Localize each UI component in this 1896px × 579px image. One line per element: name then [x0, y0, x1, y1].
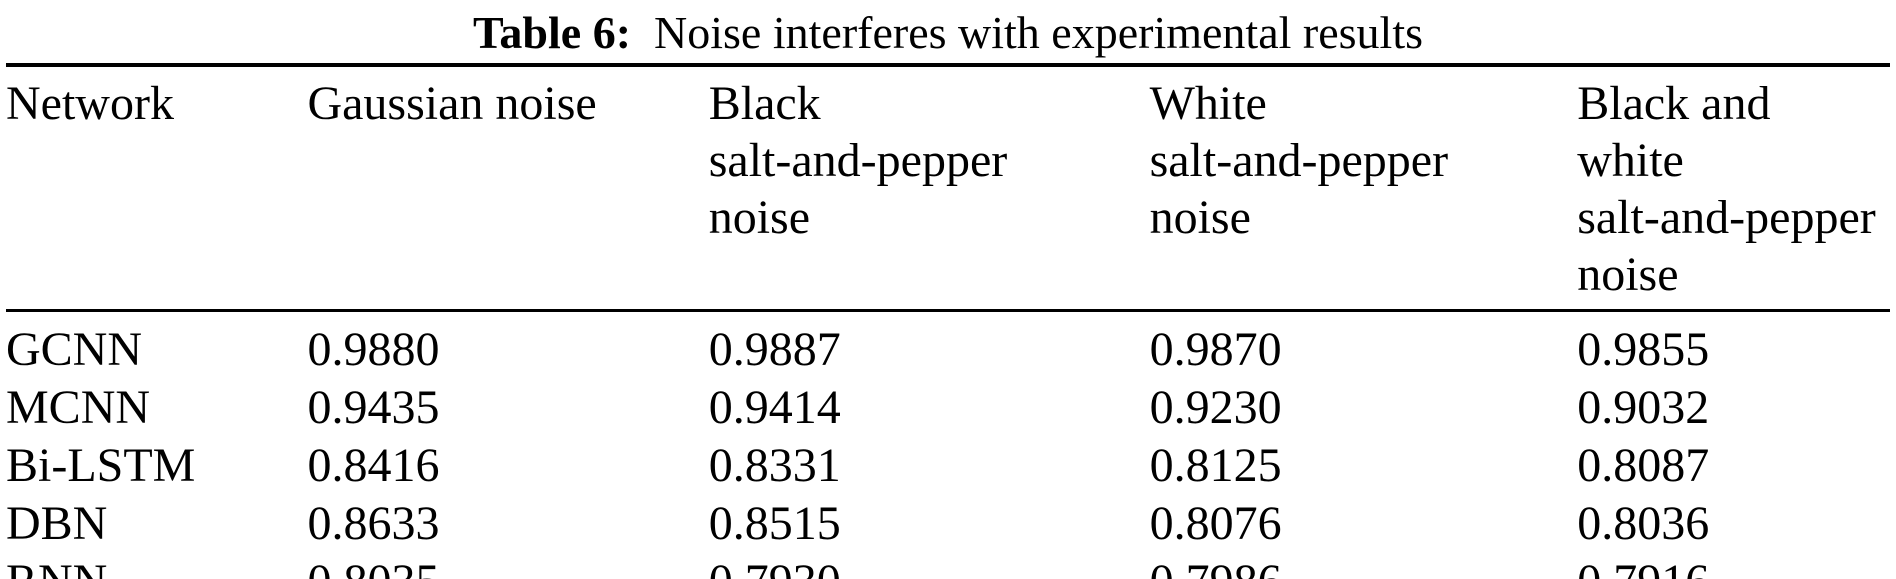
table-caption-label: Table 6:: [472, 7, 632, 58]
table-row-mcnn: MCNN 0.9435 0.9414 0.9230 0.9032: [6, 379, 1890, 437]
cell-value: 0.9870: [1149, 323, 1282, 376]
cell-value: 0.8416: [307, 439, 440, 492]
cell-value: 0.8633: [307, 497, 440, 550]
cell-value: 0.7986: [1150, 553, 1578, 579]
row-label: Bi-LSTM: [6, 439, 196, 492]
cell-value: 0.8331: [708, 439, 841, 492]
cell-value: 0.9414: [708, 381, 841, 434]
table-row-gcnn: GCNN 0.9880 0.9887 0.9870 0.9855: [6, 311, 1890, 380]
header-row: Network Gaussian noise Black salt-and-pe…: [6, 65, 1890, 312]
row-label: DBN: [6, 497, 108, 550]
table-row-bi-lstm: Bi-LSTM 0.8416 0.8331 0.8125 0.8087: [6, 437, 1890, 495]
cell-value: 0.8036: [1577, 497, 1710, 550]
table-header: Network Gaussian noise Black salt-and-pe…: [6, 65, 1890, 312]
cell-value: 0.7916: [1577, 553, 1890, 579]
row-label: MCNN: [6, 381, 151, 434]
cell-value: 0.8076: [1149, 497, 1282, 550]
cell-value: 0.9855: [1577, 323, 1710, 376]
cell-value: 0.8515: [708, 497, 841, 550]
cell-value: 0.9887: [708, 323, 841, 376]
table-row-rnn: RNN 0.8035 0.7930 0.7986 0.7916: [6, 553, 1890, 579]
row-label: RNN: [6, 553, 307, 579]
results-table: Network Gaussian noise Black salt-and-pe…: [6, 63, 1890, 579]
cell-value: 0.8035: [307, 553, 708, 579]
table-row-dbn: DBN 0.8633 0.8515 0.8076 0.8036: [6, 495, 1890, 553]
cell-value: 0.9435: [307, 381, 440, 434]
cell-value: 0.8125: [1149, 439, 1282, 492]
table-caption-text: Noise interferes with experimental resul…: [654, 7, 1424, 58]
header-cell-black-salt-and-pepper-noise: Black salt-and-pepper noise: [708, 65, 1150, 312]
header-cell-black-and-white-salt-and-pepper-noise: Black and white salt-and-pepper noise: [1577, 65, 1890, 312]
cell-value: 0.9880: [307, 323, 440, 376]
header-cell-gaussian-noise: Gaussian noise: [307, 65, 709, 312]
row-label: GCNN: [6, 323, 143, 376]
header-cell-white-salt-and-pepper-noise: White salt-and-pepper noise: [1149, 65, 1578, 312]
table-caption: Table 6: Noise interferes with experiment…: [0, 3, 1896, 63]
header-cell-network: Network: [6, 65, 308, 312]
cell-value: 0.8087: [1577, 439, 1710, 492]
table-body: GCNN 0.9880 0.9887 0.9870 0.9855 MCNN 0.…: [6, 311, 1890, 579]
cell-value: 0.7930: [709, 553, 1150, 579]
cell-value: 0.9230: [1149, 381, 1282, 434]
cell-value: 0.9032: [1577, 381, 1710, 434]
